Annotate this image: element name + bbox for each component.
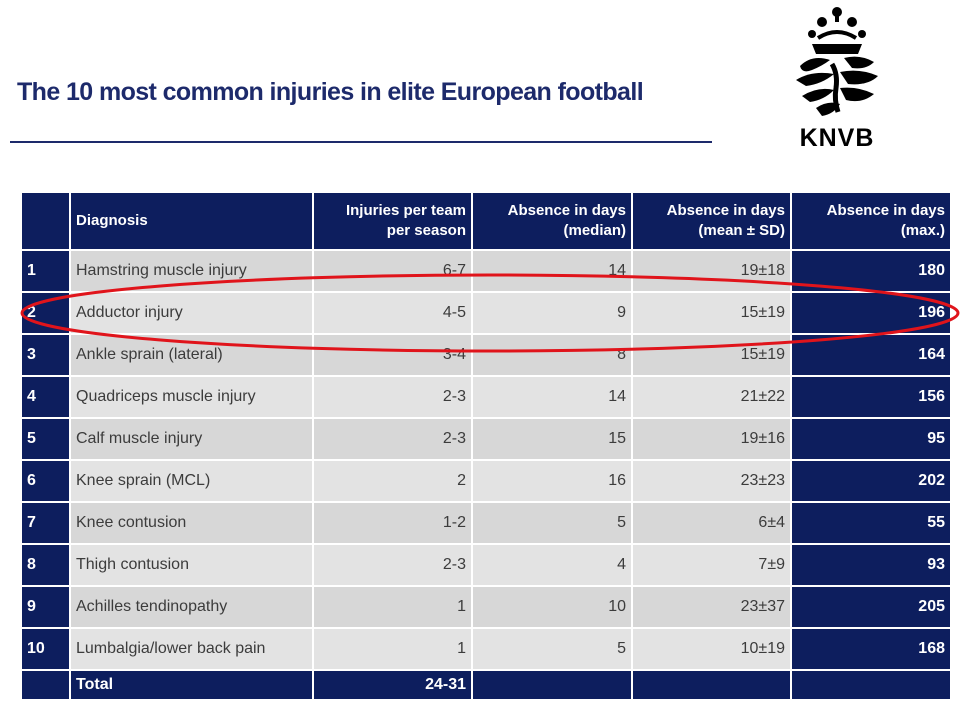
cell-injuries: 3-4: [312, 333, 473, 377]
table-row: 4 Quadriceps muscle injury 2-3 14 21±22 …: [20, 375, 952, 419]
cell-max: 164: [790, 333, 952, 377]
cell-rank: 3: [20, 333, 71, 377]
cell-mean: 15±19: [631, 291, 792, 335]
cell-mean: 19±16: [631, 417, 792, 461]
cell-rank: 10: [20, 627, 71, 671]
title-underline: [10, 141, 712, 143]
table-total-row: Total 24-31: [20, 669, 952, 701]
header-diagnosis: Diagnosis: [69, 191, 314, 251]
cell-max: 180: [790, 249, 952, 293]
cell-max: 93: [790, 543, 952, 587]
cell-rank: 5: [20, 417, 71, 461]
table-row: 2 Adductor injury 4-5 9 15±19 196: [20, 291, 952, 335]
cell-rank: 7: [20, 501, 71, 545]
knvb-logo: KNVB: [782, 4, 892, 154]
cell-diagnosis: Ankle sprain (lateral): [69, 333, 314, 377]
cell-mean: 6±4: [631, 501, 792, 545]
cell-injuries: 4-5: [312, 291, 473, 335]
cell-diagnosis: Achilles tendinopathy: [69, 585, 314, 629]
cell-injuries: 2-3: [312, 543, 473, 587]
header-absence-max: Absence in days (max.): [790, 191, 952, 251]
cell-median: 8: [471, 333, 633, 377]
cell-rank: 1: [20, 249, 71, 293]
cell-median: 14: [471, 249, 633, 293]
cell-median: 5: [471, 627, 633, 671]
cell-mean: 21±22: [631, 375, 792, 419]
table-row: 10 Lumbalgia/lower back pain 1 5 10±19 1…: [20, 627, 952, 671]
cell-mean: 23±23: [631, 459, 792, 503]
cell-median: 15: [471, 417, 633, 461]
cell-median: 4: [471, 543, 633, 587]
table-row: 1 Hamstring muscle injury 6-7 14 19±18 1…: [20, 249, 952, 293]
cell-max: 196: [790, 291, 952, 335]
header-absence-mean: Absence in days (mean ± SD): [631, 191, 792, 251]
cell-max: 202: [790, 459, 952, 503]
cell-median: 5: [471, 501, 633, 545]
cell-diagnosis: Hamstring muscle injury: [69, 249, 314, 293]
total-empty-cell: [471, 669, 633, 701]
table-row: 3 Ankle sprain (lateral) 3-4 8 15±19 164: [20, 333, 952, 377]
injuries-table: Diagnosis Injuries per team per season A…: [20, 191, 952, 701]
total-empty-cell: [790, 669, 952, 701]
cell-median: 16: [471, 459, 633, 503]
cell-median: 10: [471, 585, 633, 629]
cell-injuries: 1: [312, 627, 473, 671]
logo-text: KNVB: [799, 124, 875, 152]
cell-mean: 10±19: [631, 627, 792, 671]
cell-max: 205: [790, 585, 952, 629]
cell-injuries: 6-7: [312, 249, 473, 293]
cell-median: 14: [471, 375, 633, 419]
cell-rank: 8: [20, 543, 71, 587]
table-row: 5 Calf muscle injury 2-3 15 19±16 95: [20, 417, 952, 461]
cell-injuries: 1-2: [312, 501, 473, 545]
cell-injuries: 1: [312, 585, 473, 629]
cell-diagnosis: Adductor injury: [69, 291, 314, 335]
cell-diagnosis: Knee sprain (MCL): [69, 459, 314, 503]
table-row: 8 Thigh contusion 2-3 4 7±9 93: [20, 543, 952, 587]
cell-max: 156: [790, 375, 952, 419]
header-absence-median: Absence in days (median): [471, 191, 633, 251]
header-rank: [20, 191, 71, 251]
cell-rank: 4: [20, 375, 71, 419]
slide-title: The 10 most common injuries in elite Eur…: [17, 78, 644, 106]
total-injuries: 24-31: [312, 669, 473, 701]
cell-max: 95: [790, 417, 952, 461]
total-label: Total: [69, 669, 314, 701]
cell-mean: 15±19: [631, 333, 792, 377]
cell-mean: 19±18: [631, 249, 792, 293]
cell-rank: 6: [20, 459, 71, 503]
cell-rank: 9: [20, 585, 71, 629]
cell-diagnosis: Lumbalgia/lower back pain: [69, 627, 314, 671]
cell-injuries: 2-3: [312, 375, 473, 419]
cell-diagnosis: Quadriceps muscle injury: [69, 375, 314, 419]
total-rank-cell: [20, 669, 71, 701]
cell-max: 55: [790, 501, 952, 545]
table-row: 9 Achilles tendinopathy 1 10 23±37 205: [20, 585, 952, 629]
table-header-row: Diagnosis Injuries per team per season A…: [20, 191, 952, 251]
lion-crown-icon: [796, 7, 878, 116]
cell-rank: 2: [20, 291, 71, 335]
cell-max: 168: [790, 627, 952, 671]
cell-injuries: 2-3: [312, 417, 473, 461]
cell-diagnosis: Calf muscle injury: [69, 417, 314, 461]
cell-injuries: 2: [312, 459, 473, 503]
table-row: 7 Knee contusion 1-2 5 6±4 55: [20, 501, 952, 545]
cell-mean: 7±9: [631, 543, 792, 587]
cell-mean: 23±37: [631, 585, 792, 629]
cell-median: 9: [471, 291, 633, 335]
cell-diagnosis: Knee contusion: [69, 501, 314, 545]
table-row: 6 Knee sprain (MCL) 2 16 23±23 202: [20, 459, 952, 503]
total-empty-cell: [631, 669, 792, 701]
header-injuries-per-team: Injuries per team per season: [312, 191, 473, 251]
cell-diagnosis: Thigh contusion: [69, 543, 314, 587]
